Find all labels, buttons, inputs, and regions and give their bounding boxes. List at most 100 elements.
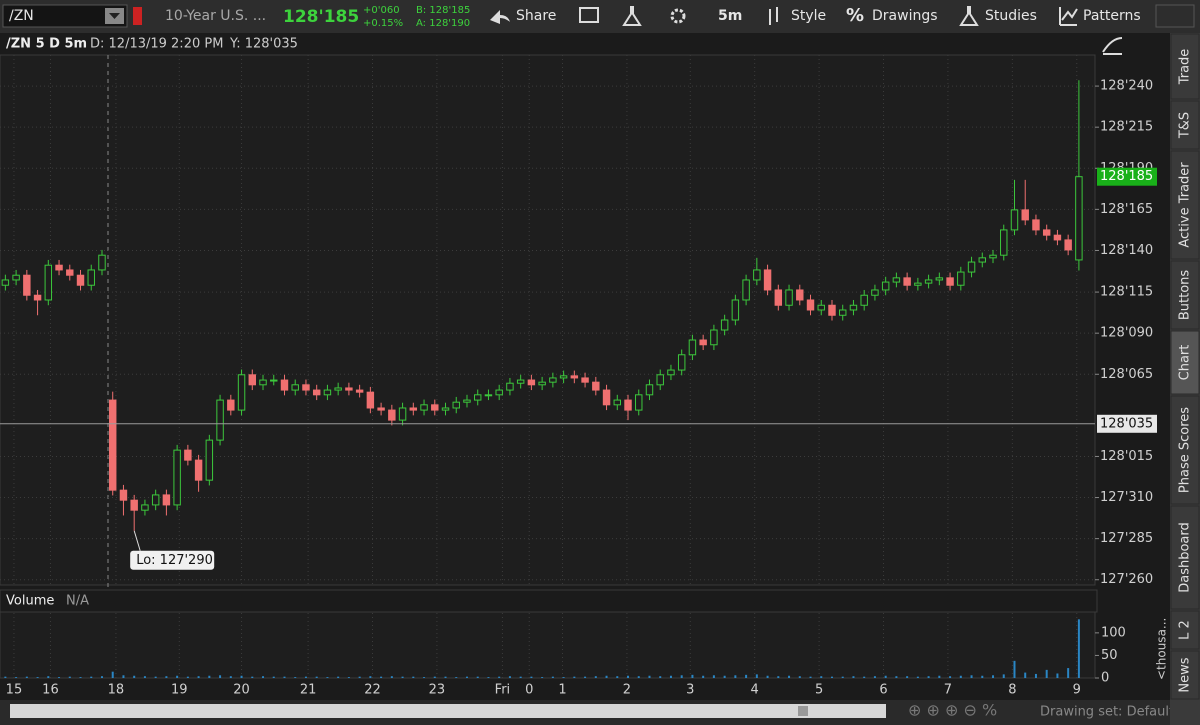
x-tick-label: 6	[879, 683, 887, 698]
volume-bar	[369, 676, 372, 678]
volume-bar	[100, 676, 103, 678]
candle-body	[731, 299, 740, 321]
candle-body	[216, 399, 224, 441]
candle-body	[259, 379, 267, 386]
ask: A: 128'190	[416, 18, 470, 29]
side-tab[interactable]	[1170, 610, 1200, 650]
style-button[interactable]: Style	[791, 8, 826, 24]
volume-bar	[358, 676, 361, 678]
candle-body	[23, 274, 31, 296]
candle-body	[839, 309, 847, 316]
volume-bar	[949, 676, 952, 678]
x-tick-label: 16	[42, 683, 59, 698]
drawing-set[interactable]: Drawing set: Default	[1040, 705, 1174, 720]
side-tab[interactable]	[1170, 395, 1200, 505]
candle-body	[291, 384, 299, 391]
volume-bar	[916, 676, 919, 678]
link-icon[interactable]	[133, 7, 142, 25]
scrollbar[interactable]	[10, 704, 886, 718]
candle-body	[506, 382, 514, 391]
candle-body	[355, 389, 364, 393]
candle-body	[903, 277, 911, 286]
candle-body	[1053, 234, 1062, 241]
chart-symbol: /ZN 5 D 5m	[6, 37, 87, 52]
share-button[interactable]: Share	[516, 8, 556, 24]
volume-bar	[680, 675, 683, 678]
zoom-icons[interactable]: ⊕ ⊕ ⊕ ⊖ %	[908, 701, 997, 720]
volume-bar	[562, 677, 565, 678]
side-tab-label[interactable]: Buttons	[1178, 270, 1193, 321]
volume-bar	[1034, 673, 1037, 678]
volume-bar	[637, 676, 640, 678]
volume-bar	[36, 677, 39, 678]
side-tab[interactable]	[1170, 330, 1200, 395]
candle-body	[570, 375, 579, 379]
x-tick-label: 23	[429, 683, 446, 698]
volume-header	[0, 589, 1098, 613]
volume-bar	[176, 675, 179, 678]
side-tab-label[interactable]: Active Trader	[1178, 162, 1193, 248]
side-tab-label[interactable]: Dashboard	[1178, 522, 1193, 593]
side-tab[interactable]	[1170, 150, 1200, 260]
alert-icon[interactable]	[579, 7, 599, 23]
y-tick-label: 128'140	[1100, 243, 1153, 258]
settings-icon[interactable]	[670, 8, 686, 24]
toolbar	[0, 0, 1200, 33]
chart-settings-icon[interactable]	[1102, 37, 1123, 55]
volume-bar	[4, 676, 7, 678]
cursor-y: Y: 128'035	[229, 37, 298, 52]
x-tick-label: 5	[815, 683, 823, 698]
side-tab[interactable]	[1170, 505, 1200, 610]
candle-body	[33, 294, 42, 301]
candle-body	[957, 271, 965, 286]
side-tab-label[interactable]: Chart	[1178, 345, 1193, 381]
y-tick-label: 128'240	[1100, 79, 1153, 94]
volume-bar	[863, 676, 866, 678]
studies-button[interactable]: Studies	[985, 8, 1037, 24]
y-tick-label: 128'015	[1100, 449, 1153, 464]
candle-body	[613, 399, 622, 406]
side-tab[interactable]	[1170, 260, 1200, 330]
candle-body	[828, 304, 836, 316]
volume-bar	[465, 676, 468, 678]
volume-tick-label: 100	[1101, 625, 1126, 640]
side-tab-label[interactable]: Trade	[1178, 49, 1193, 86]
side-tab[interactable]	[1170, 33, 1200, 100]
candle-body	[409, 407, 418, 411]
candle-body	[474, 394, 482, 401]
candle-body	[699, 339, 707, 346]
drawings-icon: %	[846, 5, 864, 26]
volume-bar	[766, 675, 769, 678]
x-tick-label: 0	[525, 683, 533, 698]
candle-body	[12, 274, 20, 281]
volume-bar	[1077, 619, 1080, 678]
patterns-button[interactable]: Patterns	[1083, 8, 1141, 24]
flask-icon[interactable]	[622, 6, 642, 26]
symbol-box[interactable]	[2, 4, 128, 28]
candle-body	[248, 374, 256, 386]
drawings-button[interactable]: Drawings	[872, 8, 938, 24]
volume-bar	[1045, 669, 1048, 678]
volume-bar	[444, 676, 447, 678]
candle-body	[785, 289, 793, 306]
side-tab-label[interactable]: L 2	[1178, 620, 1193, 640]
side-tab[interactable]	[1170, 650, 1200, 700]
candle-body	[162, 494, 171, 506]
candle-body	[914, 282, 922, 286]
side-tab-label[interactable]: Phase Scores	[1178, 407, 1193, 493]
scroll-thumb[interactable]	[798, 706, 808, 716]
share-icon[interactable]	[490, 10, 510, 24]
side-tab[interactable]	[1170, 100, 1200, 150]
interval-button[interactable]: 5m	[718, 8, 742, 24]
volume-bar	[616, 676, 619, 678]
volume-bar	[959, 675, 962, 678]
menu-button[interactable]	[1155, 4, 1195, 28]
volume-bar	[573, 676, 576, 678]
volume-tick-label: 50	[1101, 648, 1118, 663]
candle-body	[967, 261, 976, 273]
side-tab-label[interactable]: News	[1178, 657, 1193, 692]
side-tab-label[interactable]: T&S	[1178, 112, 1193, 139]
volume-bar	[315, 676, 318, 678]
studies-icon	[959, 6, 979, 26]
